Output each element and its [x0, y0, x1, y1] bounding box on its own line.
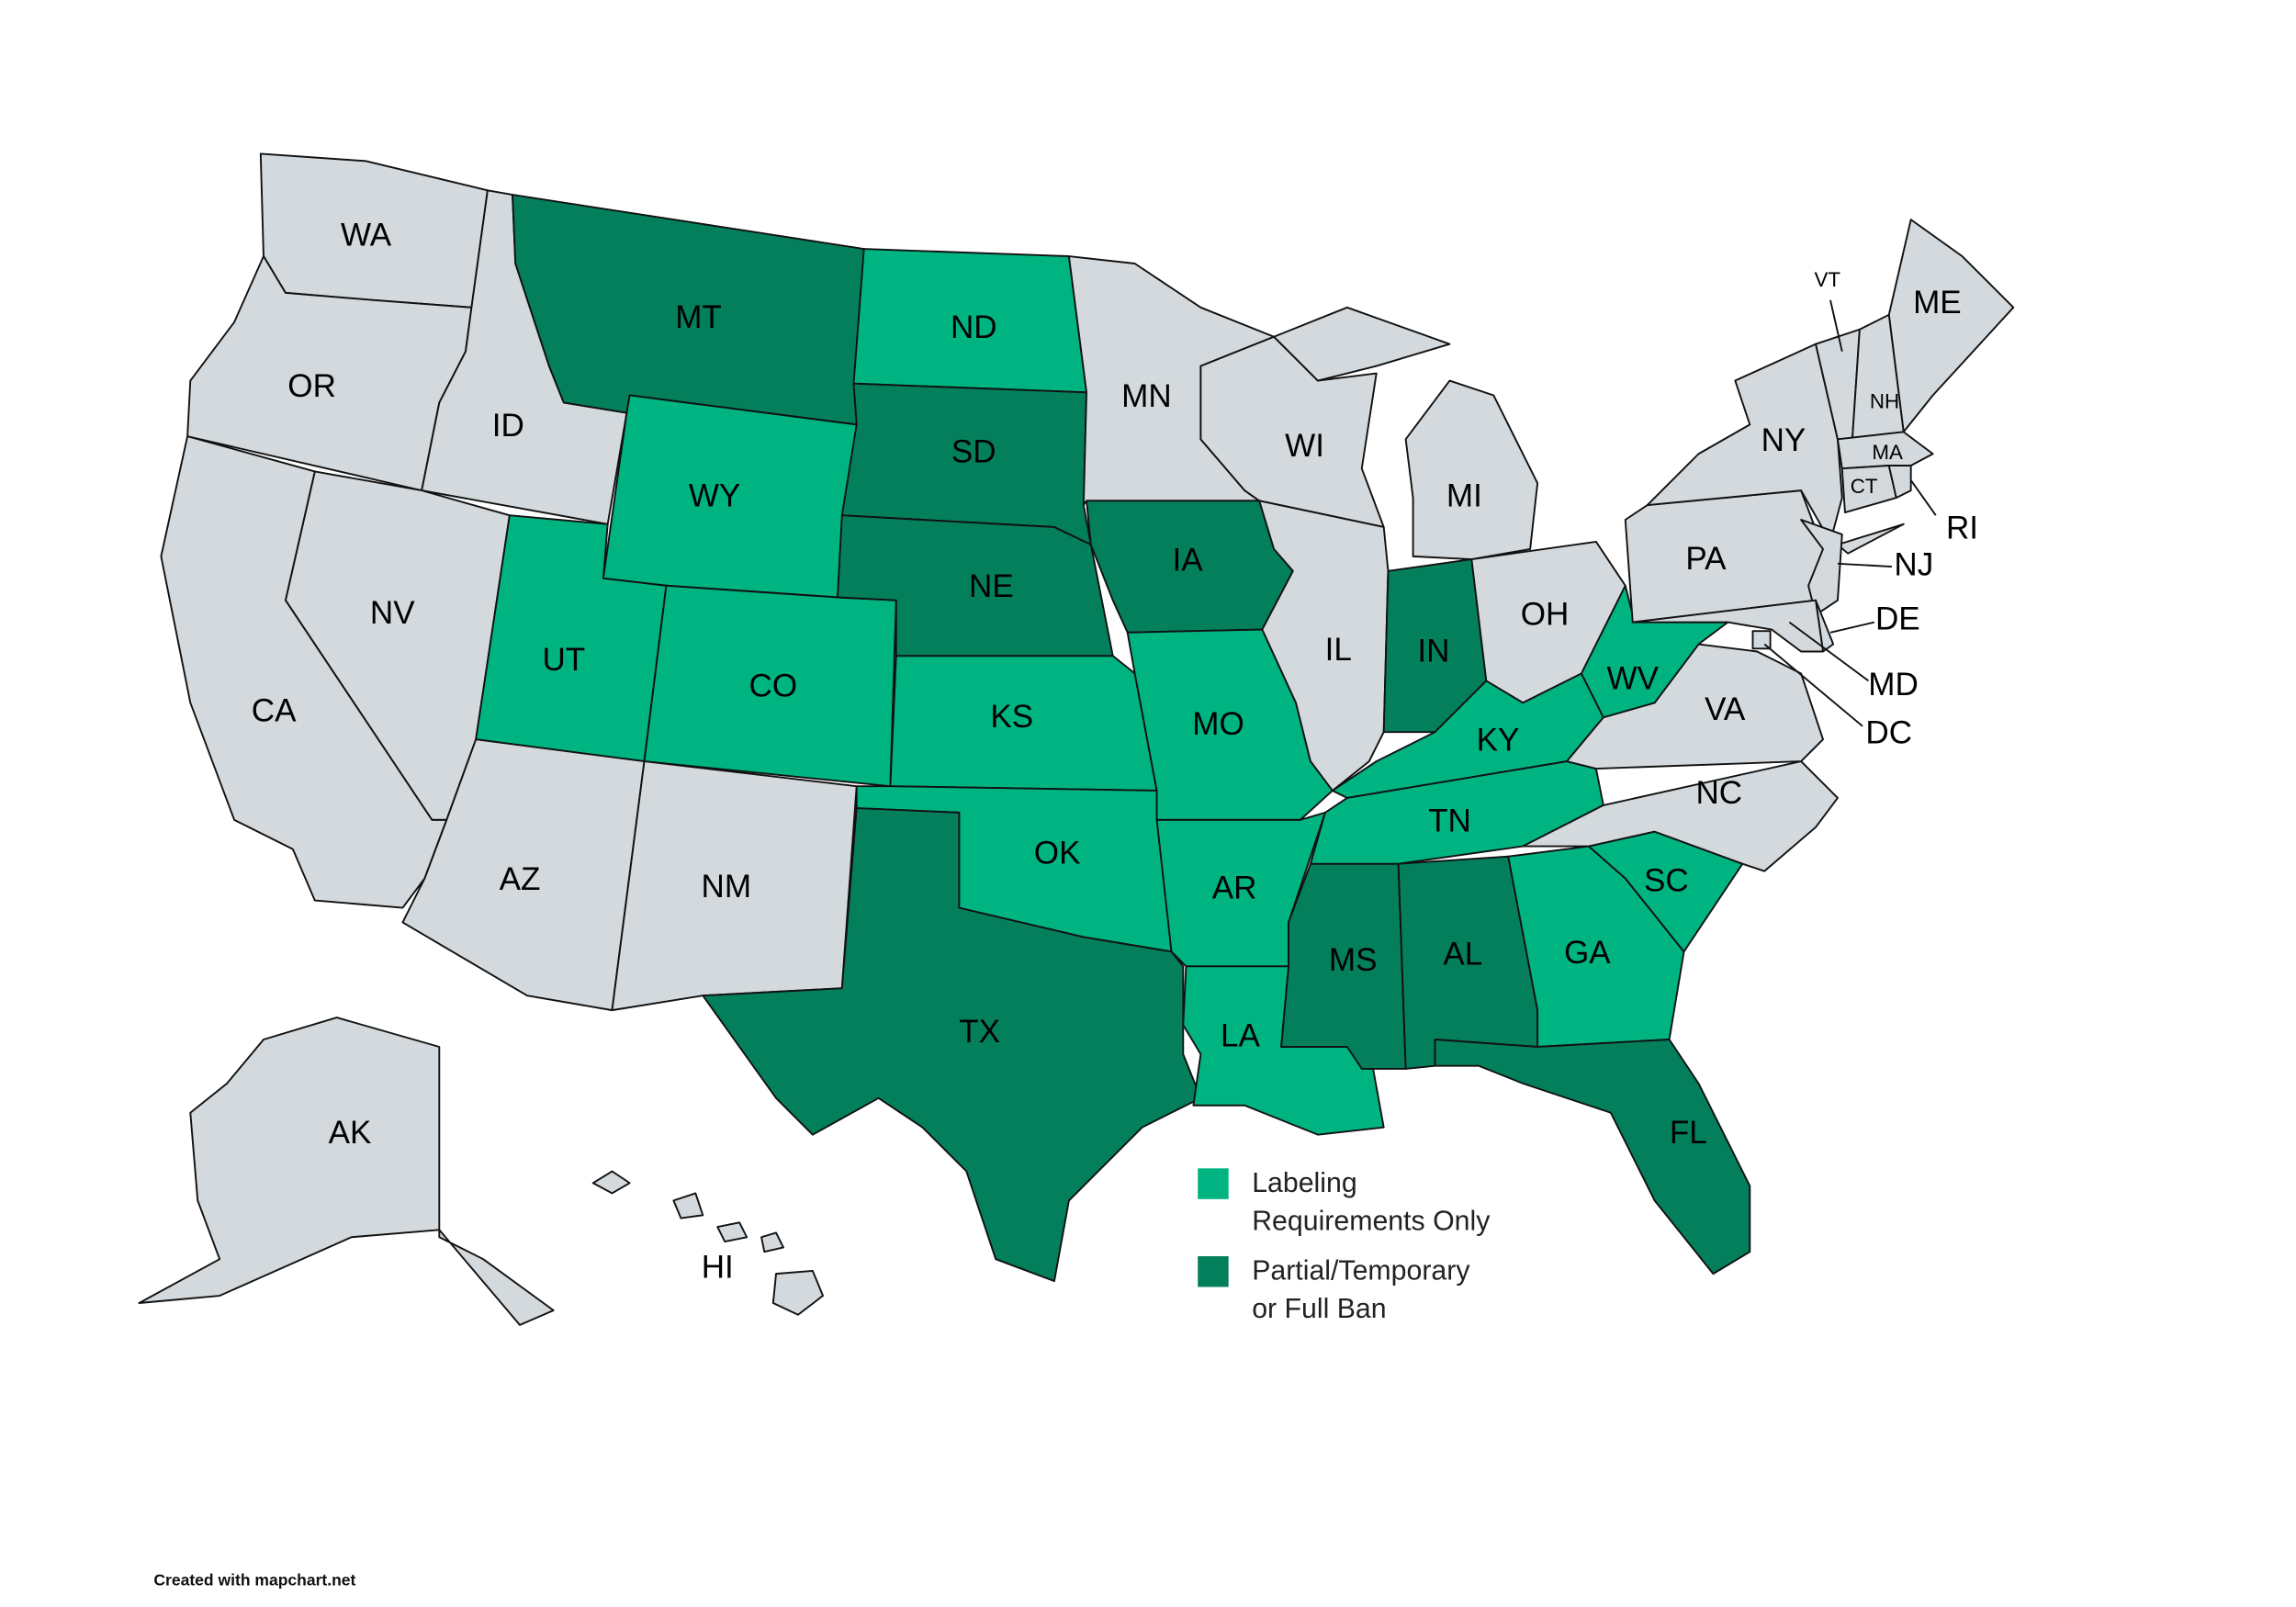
state-shape — [138, 1017, 555, 1326]
legend-label: or Full Ban — [1252, 1294, 1386, 1324]
state-shape — [1887, 465, 1912, 500]
state-shape — [1258, 500, 1390, 792]
state-label: OR — [287, 368, 336, 404]
state-shape — [591, 1170, 825, 1316]
state-label: IA — [1172, 543, 1203, 579]
state-label: TX — [959, 1014, 1000, 1050]
state-label: UT — [542, 642, 585, 678]
state-shape — [702, 807, 1202, 1283]
state-label: TN — [1428, 803, 1471, 838]
state-label: LA — [1221, 1018, 1261, 1054]
leader-line — [1909, 479, 1937, 516]
state-shape — [1522, 760, 1839, 872]
state-label: CO — [749, 669, 798, 704]
leader-line — [1837, 562, 1893, 568]
leader-line — [1829, 299, 1843, 352]
state-label: DE — [1875, 601, 1920, 636]
state-label: NE — [969, 568, 1014, 604]
state-label: IN — [1417, 633, 1449, 669]
state-shape — [1434, 1039, 1751, 1275]
state-shape — [1887, 219, 2015, 433]
state-label: NH — [1870, 389, 1899, 412]
state-label: OH — [1521, 597, 1570, 633]
state-label: WA — [341, 218, 392, 253]
state-label: FL — [1670, 1115, 1707, 1151]
state-label: AL — [1443, 936, 1482, 972]
state-shape — [1631, 599, 1824, 653]
state-label: OK — [1034, 835, 1081, 871]
states — [138, 152, 2015, 1326]
state-label: HI — [702, 1250, 734, 1286]
legend-label: Requirements Only — [1252, 1206, 1491, 1236]
state-label: AZ — [500, 861, 541, 897]
state-label: WI — [1285, 428, 1324, 464]
state-label: ID — [492, 408, 524, 444]
state-label: MT — [675, 299, 722, 335]
state-label: MA — [1872, 441, 1903, 464]
state-label: KS — [990, 699, 1033, 735]
state-label: GA — [1564, 935, 1611, 971]
state-label: RI — [1946, 510, 1978, 545]
state-label: NV — [370, 595, 415, 631]
state-label: ND — [951, 309, 997, 345]
state-shape — [160, 435, 448, 909]
state-label: SC — [1644, 863, 1689, 899]
state-label: NJ — [1894, 546, 1933, 582]
state-shape — [643, 584, 897, 788]
leader-lines — [1763, 299, 1937, 727]
state-label: CT — [1851, 475, 1878, 498]
legend-label: Partial/Temporary — [1252, 1256, 1470, 1287]
state-labels: WA OR ID MT ND WY SD NV UT CO NE CA AZ NM KS OK TX MN IA MO… — [252, 218, 1978, 1286]
state-label: MI — [1446, 478, 1482, 513]
state-label: NM — [702, 869, 752, 905]
state-label: KY — [1477, 723, 1520, 759]
legend: Labeling Requirements Only Partial/Tempora… — [1198, 1168, 1491, 1324]
state-label: VA — [1705, 691, 1746, 727]
leader-line — [1788, 621, 1870, 682]
leader-line — [1829, 621, 1875, 634]
state-label: MO — [1192, 706, 1244, 742]
state-label: DC — [1865, 715, 1912, 751]
state-label: AR — [1212, 871, 1257, 906]
legend-label: Labeling — [1252, 1168, 1357, 1198]
legend-swatch — [1198, 1255, 1229, 1287]
state-label: NC — [1695, 775, 1742, 811]
state-label: AK — [329, 1115, 372, 1151]
state-label: MS — [1329, 942, 1378, 978]
state-label: VT — [1815, 268, 1841, 291]
state-label: NY — [1761, 422, 1806, 458]
credit: Created with mapchart.net — [153, 1571, 355, 1590]
state-label: WY — [689, 478, 740, 513]
state-label: ME — [1913, 285, 1962, 320]
state-label: IL — [1325, 632, 1352, 668]
state-label: MN — [1121, 378, 1172, 414]
state-label: MD — [1868, 667, 1919, 702]
state-label: PA — [1685, 541, 1727, 577]
legend-swatch — [1198, 1168, 1229, 1199]
state-label: SD — [951, 434, 996, 470]
state-label: CA — [252, 693, 297, 729]
state-label: WV — [1607, 661, 1660, 697]
leader-line — [1763, 643, 1863, 727]
